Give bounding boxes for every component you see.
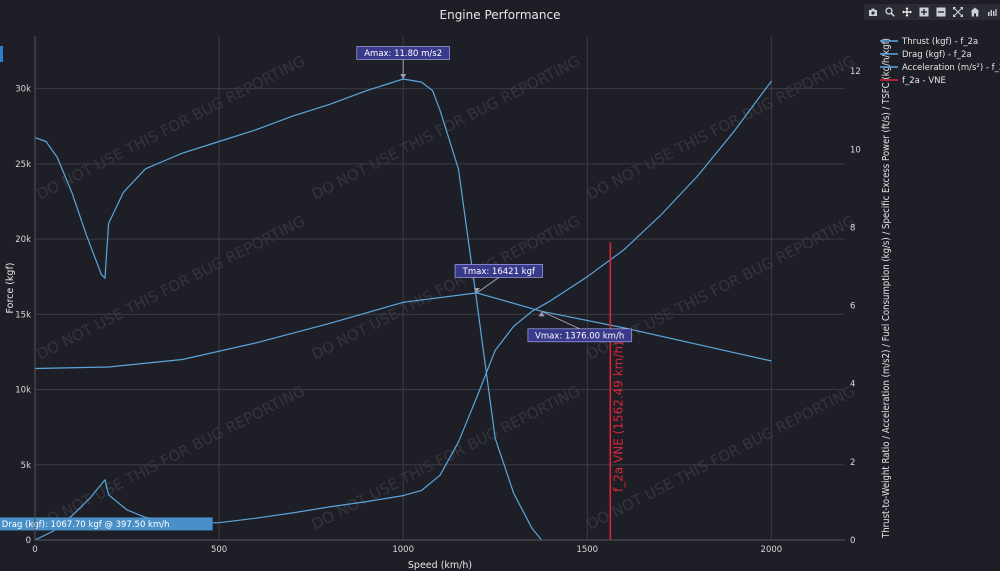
- annotation-arrowhead: [473, 287, 480, 293]
- pan-icon[interactable]: [901, 6, 913, 18]
- zoom-out-icon[interactable]: [935, 6, 947, 18]
- y-tick-label: 25k: [15, 160, 31, 170]
- watermark-text: DO NOT USE THIS FOR BUG REPORTING: [34, 382, 308, 534]
- y-axis-label: Force (kgf): [5, 262, 16, 313]
- x-tick-label: 500: [211, 545, 227, 555]
- zoom-in-icon[interactable]: [918, 6, 930, 18]
- legend-label: Drag (kgf) - f_2a: [902, 50, 972, 60]
- y2-tick-label: 0: [850, 536, 855, 546]
- legend[interactable]: Thrust (kgf) - f_2a Drag (kgf) - f_2a Acce…: [880, 37, 1000, 86]
- chart-title: Engine Performance: [440, 8, 561, 22]
- x-axis-label: Speed (km/h): [408, 560, 472, 571]
- axes-layer: 0 500 1000 1500 2000 0 5k 10k 15k 20k 25k 30k 0 2 4 6 8 1…: [5, 36, 892, 571]
- modebar: [864, 4, 1000, 20]
- annotation-arrow-line: [541, 310, 580, 330]
- x-tick-label: 1500: [576, 545, 598, 555]
- vne-label: f_2a VNE (1562.49 km/h): [611, 341, 625, 492]
- y-tick-label: 15k: [15, 310, 31, 320]
- series-line-1: [34, 80, 772, 541]
- watermark-text: DO NOT USE THIS FOR BUG REPORTING: [309, 382, 583, 534]
- legend-item[interactable]: Drag (kgf) - f_2a: [880, 50, 972, 60]
- series-line-0: [34, 292, 772, 370]
- series-layer: f_2a VNE (1562.49 km/h): [34, 78, 772, 541]
- annotation-arrowhead: [400, 73, 407, 79]
- y-tick-label: 20k: [15, 235, 31, 245]
- hover-label-text: f_2a - Drag (kgf): 1067.70 kgf @ 397.50 …: [0, 520, 170, 530]
- watermark-text: DO NOT USE THIS FOR BUG REPORTING: [34, 212, 308, 364]
- annotation-text: Amax: 11.80 m/s2: [364, 49, 442, 59]
- y-tick-label: 30k: [15, 85, 31, 95]
- legend-label: Acceleration (m/s²) - f_2a: [902, 63, 1000, 73]
- watermark-text: DO NOT USE THIS FOR BUG REPORTING: [34, 52, 308, 204]
- left-edge-tab[interactable]: [0, 46, 3, 62]
- y2-tick-label: 4: [850, 380, 855, 390]
- y2-tick-label: 2: [850, 458, 855, 468]
- watermark-layer: DO NOT USE THIS FOR BUG REPORTING DO NOT …: [34, 52, 858, 534]
- reset-axes-icon[interactable]: [969, 6, 981, 18]
- y2-axis-label: Thrust-to-Weight Ratio / Acceleration (m…: [881, 38, 892, 539]
- y-tick-label: 10k: [15, 386, 31, 396]
- series-line-2: [34, 78, 543, 541]
- annotation-box: [527, 328, 632, 343]
- annotation-arrow-line: [476, 277, 500, 294]
- y-tick-label: 5k: [21, 461, 31, 471]
- y2-tick-label: 12: [850, 67, 861, 77]
- annotation-box: [454, 264, 543, 278]
- y2-tick-label: 8: [850, 223, 855, 233]
- annotation-box: [356, 46, 450, 60]
- zoom-icon[interactable]: [884, 6, 896, 18]
- annotation-text: Vmax: 1376.00 km/h: [535, 331, 624, 341]
- x-tick-label: 0: [32, 545, 37, 555]
- plotly-logo-icon[interactable]: [986, 6, 998, 18]
- hover-label-box: [0, 517, 213, 531]
- x-tick-label: 1000: [392, 545, 414, 555]
- legend-item[interactable]: Acceleration (m/s²) - f_2a: [880, 63, 1000, 73]
- annotation-layer: Amax: 11.80 m/s2 Tmax: 16421 kgf Vmax: 137…: [0, 46, 632, 531]
- camera-icon[interactable]: [867, 6, 879, 18]
- legend-item[interactable]: Thrust (kgf) - f_2a: [880, 37, 978, 47]
- x-tick-label: 2000: [761, 545, 783, 555]
- autoscale-icon[interactable]: [952, 6, 964, 18]
- watermark-text: DO NOT USE THIS FOR BUG REPORTING: [584, 52, 858, 204]
- y-tick-label: 0: [26, 536, 31, 546]
- y2-tick-label: 6: [850, 302, 855, 312]
- annotation-text: Tmax: 16421 kgf: [462, 267, 536, 277]
- annotation-arrowhead: [538, 311, 545, 317]
- legend-label: Thrust (kgf) - f_2a: [901, 37, 978, 47]
- grid-lines: [35, 36, 845, 540]
- legend-item[interactable]: f_2a - VNE: [880, 76, 946, 86]
- y2-tick-label: 10: [850, 145, 861, 155]
- legend-label: f_2a - VNE: [902, 76, 946, 86]
